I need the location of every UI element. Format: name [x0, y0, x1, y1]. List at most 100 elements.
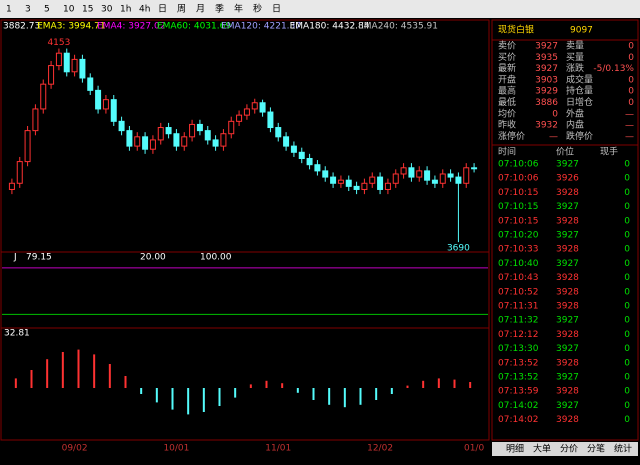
tick-volume: 0 — [624, 273, 630, 283]
macd-bar — [453, 379, 456, 388]
toolbar-tab[interactable]: 日 — [158, 4, 167, 15]
tick-volume: 0 — [624, 358, 630, 368]
candle-body — [384, 182, 391, 190]
macd-bar — [249, 384, 252, 388]
tick-price: 3928 — [556, 273, 579, 283]
tick-volume: 0 — [624, 344, 630, 354]
indicator-legend: EMA3: 3994.71 — [37, 22, 105, 32]
candle-body — [8, 182, 15, 190]
kdj-level-label: 20.00 — [140, 253, 166, 263]
candle-body — [267, 111, 274, 129]
macd-bar — [93, 354, 96, 388]
quote-label: 内盘 — [566, 119, 584, 131]
tick-volume: 0 — [624, 387, 630, 397]
macd-label: 32.81 — [4, 329, 30, 339]
x-tick-label: 11/01 — [265, 444, 291, 454]
tick-time: 07:12:12 — [498, 330, 538, 340]
candle-body — [102, 99, 109, 110]
tick-price: 3928 — [556, 188, 579, 198]
candle-body — [275, 127, 282, 138]
tick-volume: 0 — [624, 216, 630, 226]
x-tick-label: 01/0 — [464, 444, 484, 454]
tick-time: 07:10:33 — [498, 245, 538, 255]
toolbar-tab[interactable]: 3 — [25, 5, 31, 15]
toolbar-tab[interactable]: 1 — [6, 5, 12, 15]
tick-time: 07:13:59 — [498, 387, 539, 397]
toolbar-tab[interactable]: 秒 — [253, 3, 262, 15]
candle-body — [134, 136, 141, 147]
candle-body — [71, 58, 78, 73]
tick-price: 3928 — [556, 330, 579, 340]
max-label: 4153 — [47, 38, 70, 48]
bottom-tab[interactable]: 大单 — [533, 443, 551, 455]
toolbar-tab[interactable]: 4h — [139, 5, 150, 15]
tick-price: 3928 — [556, 245, 579, 255]
toolbar-tab[interactable]: 年 — [234, 3, 243, 15]
quote-value: 0 — [628, 87, 634, 97]
macd-bar — [469, 382, 472, 388]
candle-body — [212, 139, 219, 147]
bottom-tab[interactable]: 统计 — [614, 443, 632, 455]
toolbar-tab[interactable]: 30 — [101, 5, 113, 15]
candle-body — [110, 99, 117, 122]
toolbar-tab[interactable]: 日 — [272, 4, 281, 15]
quote-label: 卖量 — [566, 41, 584, 52]
tick-volume: 0 — [624, 316, 630, 326]
toolbar-tab[interactable]: 15 — [82, 5, 93, 15]
candle-body — [314, 164, 321, 172]
candle-body — [400, 167, 407, 175]
toolbar-tab[interactable]: 1h — [120, 5, 131, 15]
quote-label: 昨收 — [498, 119, 516, 131]
candle-body — [165, 127, 172, 135]
instrument-name: 现货白银 — [498, 24, 534, 36]
toolbar-tab[interactable]: 季 — [215, 3, 224, 15]
candle-body — [283, 136, 290, 147]
candle-body — [447, 173, 454, 178]
candle-body — [455, 176, 462, 184]
tick-volume: 0 — [624, 302, 630, 312]
bottom-tab[interactable]: 分价 — [560, 444, 578, 455]
quote-value: 0 — [628, 42, 634, 52]
quote-value: 3927 — [535, 42, 558, 52]
instrument-code: 9097 — [570, 26, 593, 36]
macd-bar — [77, 349, 80, 388]
quote-label: 日增仓 — [566, 96, 593, 108]
tick-price: 3928 — [556, 415, 579, 425]
candle-body — [290, 145, 297, 153]
toolbar-tab[interactable]: 周 — [177, 4, 186, 15]
quote-value: 0 — [552, 109, 558, 119]
candle-body — [16, 161, 23, 184]
toolbar-tab[interactable]: 月 — [196, 4, 205, 15]
tick-time: 07:13:52 — [498, 373, 538, 383]
tick-volume: 0 — [624, 401, 630, 411]
bottom-tab[interactable]: 分笔 — [587, 443, 605, 455]
macd-bar — [155, 388, 158, 403]
candle-body — [24, 130, 31, 163]
candle-body — [424, 170, 431, 181]
tick-time: 07:10:15 — [498, 216, 538, 226]
tick-volume: 0 — [624, 330, 630, 340]
macd-bar — [312, 388, 315, 400]
macd-bar — [375, 388, 378, 400]
candle-body — [243, 108, 250, 116]
indicator-legend: EMA4: 3927.02 — [97, 22, 165, 32]
ticks-header: 时间 — [498, 146, 516, 158]
tick-time: 07:13:52 — [498, 358, 538, 368]
quote-value: 0 — [628, 98, 634, 108]
toolbar-tab[interactable]: 10 — [63, 5, 75, 15]
candle-body — [173, 133, 180, 147]
kdj-title: J — [13, 253, 17, 263]
bottom-tabs — [492, 442, 638, 456]
indicator-legend: EMA60: 4031.69 — [157, 22, 231, 32]
toolbar-tab[interactable]: 5 — [44, 5, 50, 15]
candle-body — [259, 102, 266, 113]
tick-price: 3927 — [556, 373, 579, 383]
bottom-tab[interactable]: 明细 — [506, 443, 524, 455]
candle-body — [298, 151, 305, 159]
quote-label: 外盘 — [566, 107, 584, 119]
candle-body — [79, 58, 86, 79]
candle-body — [55, 52, 62, 67]
candle-body — [40, 83, 47, 110]
candle-body — [95, 89, 102, 110]
